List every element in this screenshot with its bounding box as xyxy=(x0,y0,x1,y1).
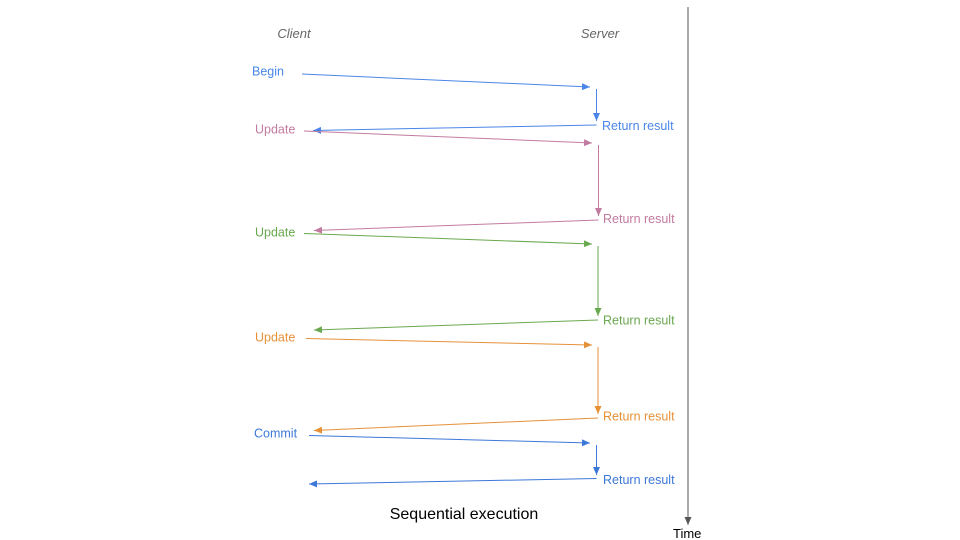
update2-return-label: Return result xyxy=(603,314,675,328)
begin-label: Begin xyxy=(252,65,284,79)
update1-return-label: Return result xyxy=(603,212,675,226)
client-column-header: Client xyxy=(277,26,312,41)
update3-label: Update xyxy=(255,331,295,345)
commit-label: Commit xyxy=(254,427,298,441)
commit-return-line xyxy=(308,478,597,488)
begin-return-label: Return result xyxy=(602,119,674,133)
update2-label: Update xyxy=(255,226,295,240)
update3-return-line xyxy=(313,417,599,434)
update1-return-line xyxy=(313,219,599,234)
update1-call-line xyxy=(303,130,593,147)
commit-return-label: Return result xyxy=(603,473,675,487)
time-axis-label: Time xyxy=(673,526,701,540)
update2-call-line xyxy=(303,233,593,248)
update2-return-line xyxy=(313,319,599,334)
begin-return-line xyxy=(312,124,597,134)
server-column-header: Server xyxy=(581,26,620,41)
update3-call-line xyxy=(305,338,593,349)
begin-call-line xyxy=(301,73,591,91)
update1-label: Update xyxy=(255,123,295,137)
update3-return-label: Return result xyxy=(603,410,675,424)
diagram-title: Sequential execution xyxy=(390,506,539,523)
commit-call-line xyxy=(308,435,591,447)
